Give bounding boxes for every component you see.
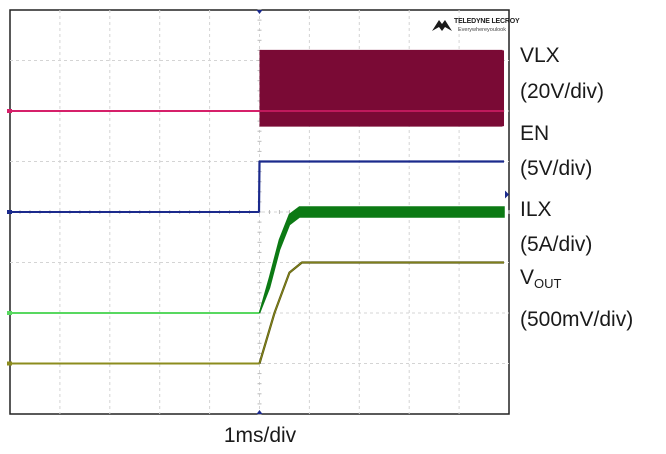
en-channel-marker [7,210,12,214]
logo-brand: TELEDYNE LECROY [454,18,520,25]
vlx-switching-band [259,50,505,127]
channel-markers [7,10,509,414]
legend-en-scale: (5V/div) [520,157,593,180]
legend-vout-main: V [520,266,535,289]
ilx-ripple-envelope [258,206,505,314]
en-offset-marker [505,190,509,199]
vlx-channel-marker [7,109,12,113]
legend-vout-scale: (500mV/div) [520,308,634,331]
logo-tagline: Everywhereyoulook [458,27,506,33]
legend-vout-name: VOUT [520,266,561,296]
legend-ilx-scale: (5A/div) [520,233,593,256]
legend-vlx-scale: (20V/div) [520,80,605,103]
trigger-marker-top [256,10,263,14]
vout-channel-marker [7,361,12,366]
legend-en-name: EN [520,122,550,145]
en-trace [257,160,505,213]
legend-vout-subscript: OUT [534,276,562,291]
trigger-marker-bottom [256,410,263,414]
vout-trace-highlight [259,262,505,364]
teledyne-lecroy-logo: TELEDYNE LECROY Everywhereyoulook [432,18,520,38]
ilx-channel-marker [7,311,12,315]
legend-vlx-name: VLX [520,44,560,67]
traces [10,49,505,365]
timebase-label: 1ms/div [223,424,297,447]
legend-ilx-name: ILX [520,198,552,221]
logo-mark-icon [432,20,452,31]
